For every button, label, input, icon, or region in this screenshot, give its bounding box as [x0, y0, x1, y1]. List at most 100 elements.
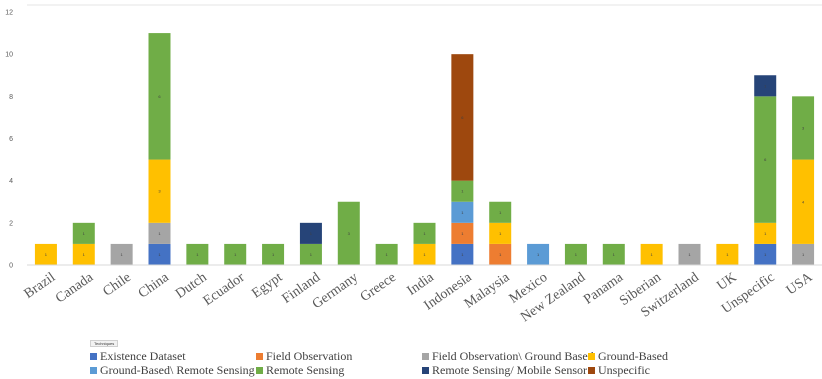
- legend-label: Remote Sensing/ Mobile Sensor: [432, 362, 587, 377]
- data-label: 1: [158, 252, 161, 257]
- legend-swatch: [90, 366, 97, 374]
- data-label: 1: [423, 252, 426, 257]
- data-label: 6: [461, 115, 464, 120]
- category-label: Chile: [100, 270, 133, 300]
- bar-segment: [224, 243, 247, 265]
- legend-label: Ground-Based: [598, 348, 668, 363]
- data-label: 3: [348, 231, 351, 236]
- bar-segment: [299, 222, 322, 244]
- legend-item: Field Observation: [256, 349, 422, 363]
- bar-segment: [754, 243, 777, 265]
- bar-segment: [262, 243, 285, 265]
- bar-segment: [754, 222, 777, 244]
- legend-title: Techniques: [90, 340, 119, 347]
- category-label: Ecuador: [201, 270, 248, 309]
- y-axis: 0 2 4 6 8 10 12: [5, 10, 13, 270]
- bar-segment: [375, 243, 398, 265]
- bar-segment: [148, 243, 171, 265]
- bar-segment: [451, 201, 474, 223]
- bar-segment: [602, 243, 625, 265]
- data-label: 1: [310, 231, 313, 236]
- category-label: China: [136, 270, 173, 302]
- data-label: 4: [802, 199, 805, 204]
- data-label: 1: [461, 231, 464, 236]
- bar-segment: [110, 243, 133, 265]
- legend-swatch: [422, 366, 429, 374]
- category-label: Canada: [53, 270, 97, 307]
- data-label: 1: [499, 231, 502, 236]
- legend-label: Existence Dataset: [100, 348, 186, 363]
- bar-segment: [489, 222, 512, 244]
- bar-segment: [72, 243, 95, 265]
- data-label: 1: [386, 252, 389, 257]
- bar-segment: [299, 243, 322, 265]
- data-label: 1: [83, 231, 86, 236]
- data-label: 1: [310, 252, 313, 257]
- data-label: 1: [764, 231, 767, 236]
- data-label: 1: [802, 252, 805, 257]
- data-label: 1: [726, 252, 729, 257]
- bar-segment: [148, 33, 171, 160]
- bar-segment: [34, 243, 57, 265]
- bar-segment: [678, 243, 701, 265]
- legend-label: Ground-Based\ Remote Sensing: [100, 362, 255, 377]
- legend-swatch: [90, 352, 97, 360]
- data-label: 1: [575, 252, 578, 257]
- bar-segment: [451, 243, 474, 265]
- bar-segment: [792, 159, 815, 244]
- bar-segment: [754, 75, 777, 97]
- data-label: 1: [764, 252, 767, 257]
- y-tick-label: 2: [9, 220, 13, 227]
- data-label: 1: [461, 189, 464, 194]
- legend-label: Field Observation: [266, 348, 353, 363]
- category-label: UK: [714, 270, 739, 294]
- bar-segment: [451, 222, 474, 244]
- bar-segment: [489, 243, 512, 265]
- bar-segment: [451, 180, 474, 202]
- data-label: 1: [613, 252, 616, 257]
- legend-label: Field Observation\ Ground Based: [432, 348, 594, 363]
- data-label: 1: [272, 252, 275, 257]
- data-label: 6: [158, 94, 161, 99]
- data-label: 1: [499, 252, 502, 257]
- bar-segment: [640, 243, 663, 265]
- category-label: USA: [784, 269, 816, 298]
- bar-segment: [413, 243, 436, 265]
- legend-swatch: [588, 352, 595, 360]
- data-label: 1: [461, 210, 464, 215]
- data-label: 1: [461, 252, 464, 257]
- bar-segment: [148, 222, 171, 244]
- y-tick-label: 6: [9, 136, 13, 143]
- data-label: 1: [83, 252, 86, 257]
- bar-segment: [413, 222, 436, 244]
- bar-segment: [527, 243, 550, 265]
- bar-segment: [489, 201, 512, 223]
- legend-swatch: [256, 366, 263, 374]
- bar-segment: [716, 243, 739, 265]
- y-tick-label: 10: [5, 52, 13, 59]
- data-label: 6: [764, 157, 767, 162]
- data-label: 1: [688, 252, 691, 257]
- data-label: 1: [651, 252, 654, 257]
- data-label: 1: [764, 83, 767, 88]
- legend-item: Remote Sensing: [256, 363, 422, 377]
- data-label: 1: [499, 210, 502, 215]
- legend-item: Ground-Based\ Remote Sensing: [90, 363, 256, 377]
- bar-segment: [754, 96, 777, 223]
- y-tick-label: 12: [5, 10, 13, 17]
- data-label: 1: [423, 231, 426, 236]
- legend-item: Remote Sensing/ Mobile Sensor: [422, 363, 588, 377]
- legend-items: Existence Dataset Field Observation Field …: [90, 349, 810, 377]
- legend-label: Remote Sensing: [266, 362, 345, 377]
- legend-swatch: [588, 366, 595, 374]
- bar-segment: [792, 243, 815, 265]
- data-label: 1: [234, 252, 237, 257]
- data-label: 1: [537, 252, 540, 257]
- legend-item: Unspecific: [588, 363, 754, 377]
- category-label: Greece: [358, 270, 399, 305]
- bar-segment: [337, 201, 360, 265]
- data-label: 1: [45, 252, 48, 257]
- data-label: 3: [158, 189, 161, 194]
